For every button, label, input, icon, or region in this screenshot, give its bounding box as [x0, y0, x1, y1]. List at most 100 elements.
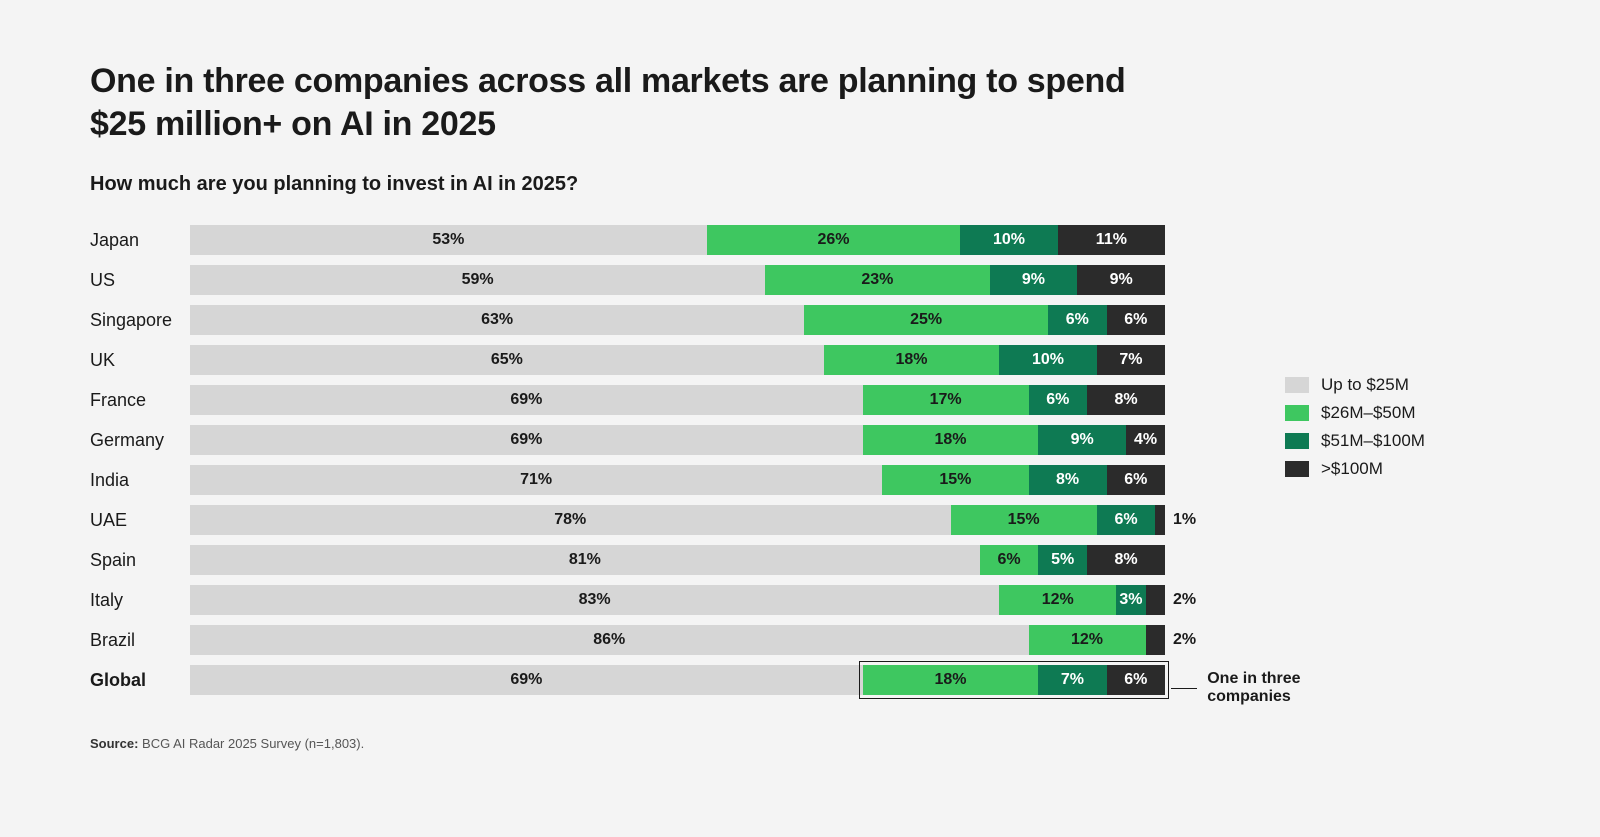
row-label: US [90, 270, 190, 291]
legend-label: $26M–$50M [1321, 403, 1416, 423]
bar-track: 69%18%9%4% [190, 425, 1165, 455]
bar-segment: 25% [804, 305, 1048, 335]
legend-label: Up to $25M [1321, 375, 1409, 395]
bar-track: 63%25%6%6% [190, 305, 1165, 335]
bar-segment: 4% [1126, 425, 1165, 455]
bar-segment: 11% [1058, 225, 1165, 255]
legend-item: $51M–$100M [1285, 431, 1425, 451]
row-label: Brazil [90, 630, 190, 651]
bar-segment: 15% [951, 505, 1097, 535]
chart-source: Source: BCG AI Radar 2025 Survey (n=1,80… [90, 736, 1510, 751]
row-label: Spain [90, 550, 190, 571]
legend-label: >$100M [1321, 459, 1383, 479]
bar-segment: 6% [1107, 665, 1166, 695]
bar-segment: 23% [765, 265, 989, 295]
bar-segment: 18% [863, 425, 1039, 455]
chart-area: Japan53%26%10%11%US59%23%9%9%Singapore63… [90, 220, 1510, 700]
bar-segment: 10% [999, 345, 1097, 375]
bar-segment: 9% [990, 265, 1078, 295]
legend-swatch [1285, 433, 1309, 449]
bar-segment: 69% [190, 665, 863, 695]
bar-segment: 59% [190, 265, 765, 295]
bar-segment: 78% [190, 505, 951, 535]
bar-segment: 86% [190, 625, 1029, 655]
row-label: UAE [90, 510, 190, 531]
row-label: France [90, 390, 190, 411]
chart-title: One in three companies across all market… [90, 60, 1190, 145]
chart-row: Global69%18%7%6% [90, 660, 1165, 700]
bar-segment: 18% [863, 665, 1039, 695]
chart-row: Germany69%18%9%4% [90, 420, 1165, 460]
bar-segment: 26% [707, 225, 961, 255]
chart-row: Spain81%6%5%8% [90, 540, 1165, 580]
bar-segment: 6% [1097, 505, 1156, 535]
bar-segment: 9% [1038, 425, 1126, 455]
bar-segment: 8% [1087, 545, 1165, 575]
chart-callout: One in three companies [1171, 670, 1311, 706]
legend-item: $26M–$50M [1285, 403, 1425, 423]
source-text: BCG AI Radar 2025 Survey (n=1,803). [138, 736, 364, 751]
legend-label: $51M–$100M [1321, 431, 1425, 451]
row-label: Japan [90, 230, 190, 251]
bar-segment: 53% [190, 225, 707, 255]
bar-segment: 6% [980, 545, 1039, 575]
bar-segment: 6% [1107, 465, 1166, 495]
chart-row: India71%15%8%6% [90, 460, 1165, 500]
bar-segment: 12% [1029, 625, 1146, 655]
chart-legend: Up to $25M $26M–$50M $51M–$100M >$100M [1285, 375, 1425, 487]
bar-segment: 81% [190, 545, 980, 575]
callout-text: One in three companies [1207, 670, 1310, 706]
row-label: UK [90, 350, 190, 371]
row-label: Italy [90, 590, 190, 611]
legend-swatch [1285, 377, 1309, 393]
bar-overflow-label: 2% [1173, 591, 1196, 609]
bar-segment: 7% [1097, 345, 1165, 375]
bar-segment: 17% [863, 385, 1029, 415]
bar-segment: 6% [1107, 305, 1166, 335]
bar-segment: 7% [1038, 665, 1106, 695]
legend-item: >$100M [1285, 459, 1425, 479]
chart-row: Singapore63%25%6%6% [90, 300, 1165, 340]
stacked-bar-chart: Japan53%26%10%11%US59%23%9%9%Singapore63… [90, 220, 1165, 700]
bar-segment [1155, 505, 1165, 535]
chart-row: US59%23%9%9% [90, 260, 1165, 300]
bar-track: 59%23%9%9% [190, 265, 1165, 295]
bar-segment: 9% [1077, 265, 1165, 295]
bar-segment: 65% [190, 345, 824, 375]
source-label: Source: [90, 736, 138, 751]
row-label: Singapore [90, 310, 190, 331]
legend-swatch [1285, 405, 1309, 421]
bar-segment: 71% [190, 465, 882, 495]
bar-overflow-label: 1% [1173, 511, 1196, 529]
chart-row: Italy83%12%3%2% [90, 580, 1165, 620]
bar-segment: 69% [190, 385, 863, 415]
bar-segment [1146, 625, 1166, 655]
bar-segment: 6% [1029, 385, 1088, 415]
bar-segment: 15% [882, 465, 1028, 495]
chart-row: UK65%18%10%7% [90, 340, 1165, 380]
bar-segment: 18% [824, 345, 1000, 375]
bar-segment: 3% [1116, 585, 1145, 615]
bar-segment: 8% [1087, 385, 1165, 415]
row-label: Global [90, 670, 190, 691]
bar-track: 78%15%6%1% [190, 505, 1165, 535]
bar-segment: 69% [190, 425, 863, 455]
bar-segment: 10% [960, 225, 1058, 255]
bar-track: 69%18%7%6% [190, 665, 1165, 695]
bar-track: 53%26%10%11% [190, 225, 1165, 255]
bar-track: 86%12%2% [190, 625, 1165, 655]
row-label: Germany [90, 430, 190, 451]
bar-track: 83%12%3%2% [190, 585, 1165, 615]
chart-row: Japan53%26%10%11% [90, 220, 1165, 260]
bar-track: 65%18%10%7% [190, 345, 1165, 375]
bar-segment: 5% [1038, 545, 1087, 575]
chart-subtitle: How much are you planning to invest in A… [90, 173, 1510, 196]
legend-item: Up to $25M [1285, 375, 1425, 395]
bar-overflow-label: 2% [1173, 631, 1196, 649]
chart-row: UAE78%15%6%1% [90, 500, 1165, 540]
bar-segment: 6% [1048, 305, 1107, 335]
bar-track: 69%17%6%8% [190, 385, 1165, 415]
chart-row: France69%17%6%8% [90, 380, 1165, 420]
bar-segment: 12% [999, 585, 1116, 615]
row-label: India [90, 470, 190, 491]
